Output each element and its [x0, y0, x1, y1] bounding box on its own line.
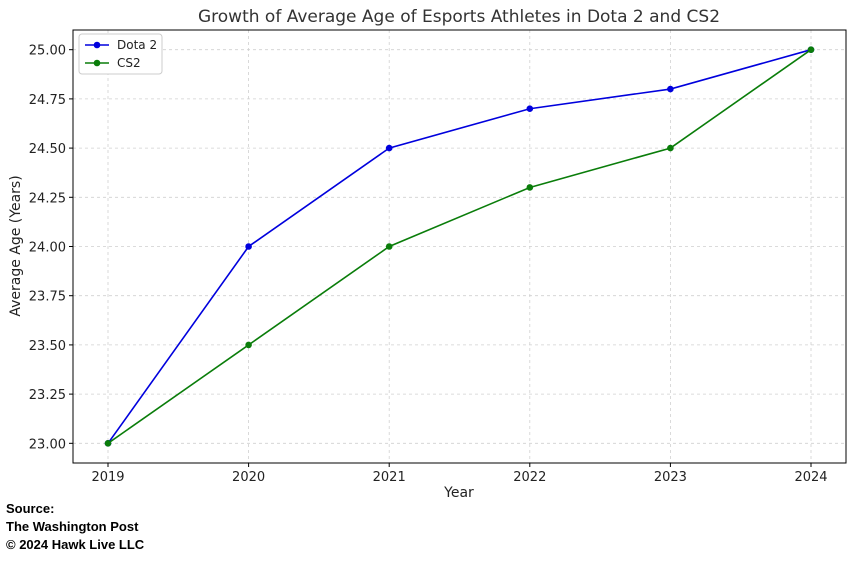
chart-title: Growth of Average Age of Esports Athlete… [198, 7, 720, 27]
source-publisher: The Washington Post [6, 519, 139, 534]
y-tick-label: 23.50 [29, 339, 66, 354]
x-axis: 2019 2020 2021 2022 2023 2024 [91, 463, 828, 485]
y-tick-label: 24.50 [29, 142, 66, 157]
x-tick-label: 2024 [794, 470, 827, 485]
source-label: Source: [6, 501, 55, 516]
data-point-dota-2 [667, 85, 674, 93]
x-tick-label: 2021 [373, 470, 406, 485]
y-tick-label: 23.00 [29, 437, 66, 452]
y-axis: 23.00 23.25 23.50 23.75 24.00 24.25 24.50 24.75… [29, 44, 73, 452]
legend: Dota 2 CS2 [78, 33, 163, 75]
source-copyright: © 2024 Hawk Live LLC [6, 537, 145, 552]
x-tick-label: 2022 [513, 470, 546, 485]
data-point-cs2 [667, 144, 674, 152]
series-group [104, 46, 815, 447]
y-tick-label: 24.00 [29, 241, 66, 256]
x-tick-label: 2019 [91, 470, 124, 485]
y-tick-label: 23.25 [29, 388, 66, 403]
y-tick-label: 25.00 [29, 44, 66, 59]
y-tick-label: 24.75 [29, 93, 66, 108]
data-point-dota-2 [526, 105, 534, 113]
legend-marker-dota-2 [93, 41, 101, 49]
data-point-dota-2 [385, 144, 393, 152]
data-point-cs2 [245, 341, 252, 349]
data-point-cs2 [385, 243, 393, 250]
y-axis-label: Average Age (Years) [8, 175, 24, 316]
legend-label-cs2: CS2 [117, 56, 141, 70]
data-point-dota-2 [245, 243, 252, 250]
data-point-cs2 [104, 440, 112, 447]
x-tick-label: 2023 [654, 470, 687, 485]
grid-lines [73, 30, 846, 463]
series-line-dota-2 [107, 48, 812, 444]
data-point-cs2 [526, 184, 534, 191]
legend-label-dota-2: Dota 2 [117, 38, 157, 52]
y-tick-label: 23.75 [29, 290, 66, 305]
y-tick-label: 24.25 [29, 191, 66, 206]
legend-marker-cs2 [93, 59, 101, 67]
data-point-cs2 [807, 46, 815, 53]
x-axis-label: Year [443, 485, 474, 501]
x-tick-label: 2020 [232, 470, 265, 485]
series-line-cs2 [107, 49, 812, 444]
